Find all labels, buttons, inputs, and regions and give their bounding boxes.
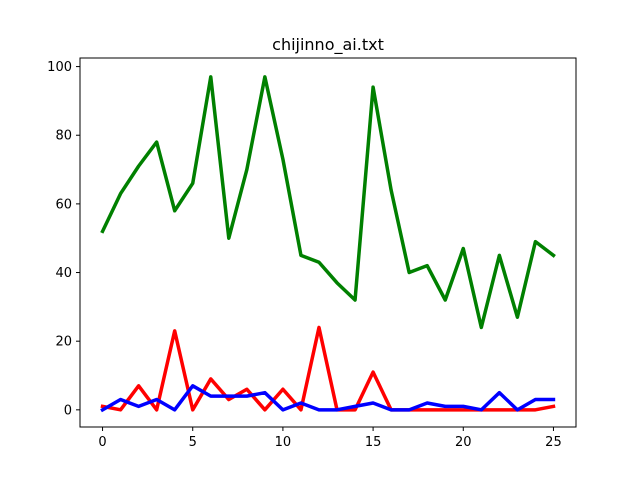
y-tick-label: 40 (55, 266, 72, 281)
y-tick-label: 80 (55, 129, 72, 144)
x-tick-label: 15 (365, 435, 382, 450)
x-tick-label: 0 (98, 435, 106, 450)
y-tick-label: 20 (55, 335, 72, 350)
y-tick-label: 0 (64, 403, 72, 418)
x-tick-label: 20 (455, 435, 472, 450)
y-tick-label: 60 (55, 197, 72, 212)
y-tick-label: 100 (47, 60, 72, 75)
x-tick-label: 25 (545, 435, 562, 450)
x-tick-label: 10 (275, 435, 292, 450)
chart-title: chijinno_ai.txt (272, 35, 384, 55)
x-tick-label: 5 (189, 435, 197, 450)
